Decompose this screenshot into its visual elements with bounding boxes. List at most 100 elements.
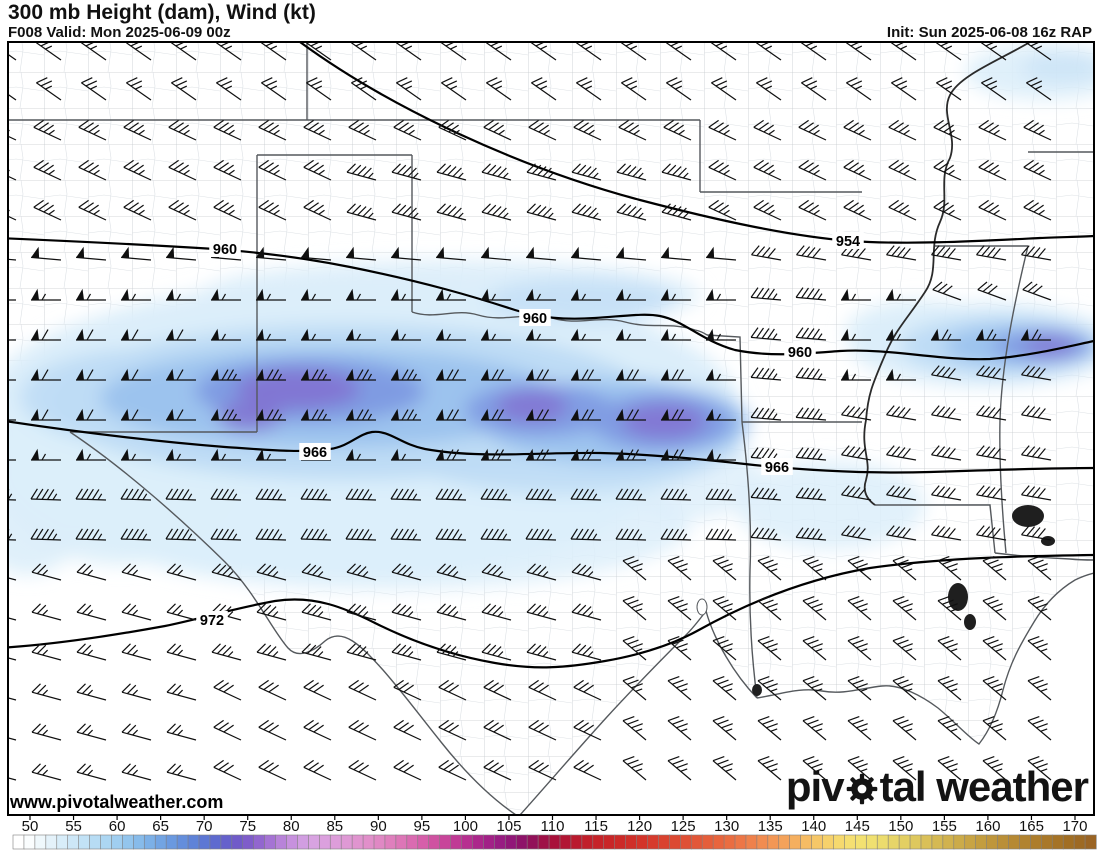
wind-barb xyxy=(346,643,377,661)
colorbar-cell xyxy=(450,834,463,850)
wind-barb xyxy=(750,287,782,301)
wind-barb xyxy=(892,756,917,781)
wind-barb xyxy=(571,163,602,181)
wind-barb xyxy=(436,563,467,581)
wind-barb xyxy=(705,488,737,501)
colorbar-cell xyxy=(592,834,605,850)
colorbar-cell xyxy=(865,834,878,850)
wind-barb xyxy=(843,199,872,221)
wind-barb xyxy=(346,603,377,621)
wind-barb xyxy=(706,448,736,461)
contour-label-box xyxy=(784,343,816,360)
wind-barb xyxy=(261,77,287,101)
wind-barb xyxy=(76,683,107,701)
colorbar-cell xyxy=(384,834,397,850)
colorbar-cell xyxy=(570,834,583,850)
wind-barb xyxy=(486,77,512,101)
wind-barb xyxy=(795,487,827,501)
wind-barb xyxy=(667,636,692,661)
wind-barb xyxy=(8,657,17,661)
wind-barb xyxy=(346,163,377,181)
wind-barb xyxy=(301,643,332,661)
wind-barb xyxy=(847,596,872,621)
wind-barb xyxy=(1023,119,1052,141)
wind-barb xyxy=(573,759,602,781)
colorbar-tick-label: 110 xyxy=(541,818,565,835)
wind-barb xyxy=(618,119,647,141)
wind-barb xyxy=(526,603,557,621)
wind-barb xyxy=(166,763,197,781)
colorbar-cell xyxy=(494,834,506,850)
wind-barb xyxy=(483,679,512,701)
colorbar-cell xyxy=(439,834,452,850)
wind-barb xyxy=(486,42,512,61)
colorbar-cell xyxy=(122,834,134,850)
wind-barb xyxy=(712,556,737,581)
wind-barb xyxy=(166,246,197,261)
wind-barb xyxy=(706,288,736,301)
wind-barb xyxy=(841,368,871,381)
wind-barb xyxy=(976,485,1007,501)
wind-barb xyxy=(756,77,782,101)
wind-barb xyxy=(933,119,962,141)
colorbar-tick-label: 125 xyxy=(671,818,696,835)
water-body xyxy=(752,684,762,696)
colorbar-cell xyxy=(581,834,594,850)
colorbar-cell xyxy=(942,834,955,850)
mississippi-river xyxy=(863,42,1031,506)
colorbar-cell xyxy=(712,834,725,850)
colorbar-cell xyxy=(1073,834,1086,850)
wind-barb xyxy=(33,119,62,141)
colorbar-cell xyxy=(975,834,988,850)
wind-barb xyxy=(841,485,872,501)
wind-barb xyxy=(892,716,917,741)
colorbar-cell xyxy=(209,834,222,850)
wind-barb xyxy=(256,408,286,421)
wind-barb xyxy=(982,676,1007,701)
wind-barb xyxy=(346,408,376,421)
wind-barb xyxy=(480,488,512,501)
wind-barb xyxy=(213,679,242,701)
wind-barb xyxy=(750,327,782,341)
colorbar-cell xyxy=(1008,834,1021,850)
wind-barb xyxy=(258,719,287,741)
wind-barb xyxy=(711,77,737,101)
wind-barb xyxy=(1021,365,1052,381)
wind-barb xyxy=(255,488,287,501)
wind-barb xyxy=(712,636,737,661)
wind-barb xyxy=(931,365,962,381)
colorbar-tick-label: 150 xyxy=(888,818,913,835)
wind-barb xyxy=(802,676,827,701)
wind-barb xyxy=(571,246,602,261)
colorbar-cell xyxy=(690,834,703,850)
wind-barb xyxy=(886,368,916,381)
colorbar-cell xyxy=(920,834,933,850)
wind-barb xyxy=(931,445,962,461)
colorbar-cell xyxy=(679,834,692,850)
wind-barb xyxy=(663,119,692,141)
wind-barb xyxy=(436,408,466,421)
wind-barb xyxy=(1027,636,1052,661)
wind-barb xyxy=(981,42,1007,61)
wind-barb xyxy=(667,756,692,781)
wind-barb xyxy=(526,288,556,301)
colorbar-cell xyxy=(78,834,91,850)
wind-barb xyxy=(531,42,557,61)
wind-barb xyxy=(795,407,827,421)
wind-barb xyxy=(936,42,962,61)
wind-barb xyxy=(936,77,962,101)
wind-barb xyxy=(891,42,917,61)
wind-barb xyxy=(528,119,557,141)
wind-barb xyxy=(528,679,557,701)
wind-barb xyxy=(301,288,331,301)
wind-barb xyxy=(438,119,467,141)
wind-barb xyxy=(256,328,286,341)
colorbar-cell xyxy=(461,834,474,850)
wind-barb xyxy=(708,119,737,141)
wind-barb xyxy=(711,42,737,61)
wind-barb xyxy=(616,328,646,341)
colorbar-cell xyxy=(723,834,736,850)
colorbar-cell xyxy=(898,834,911,850)
wind-barb xyxy=(396,42,422,61)
